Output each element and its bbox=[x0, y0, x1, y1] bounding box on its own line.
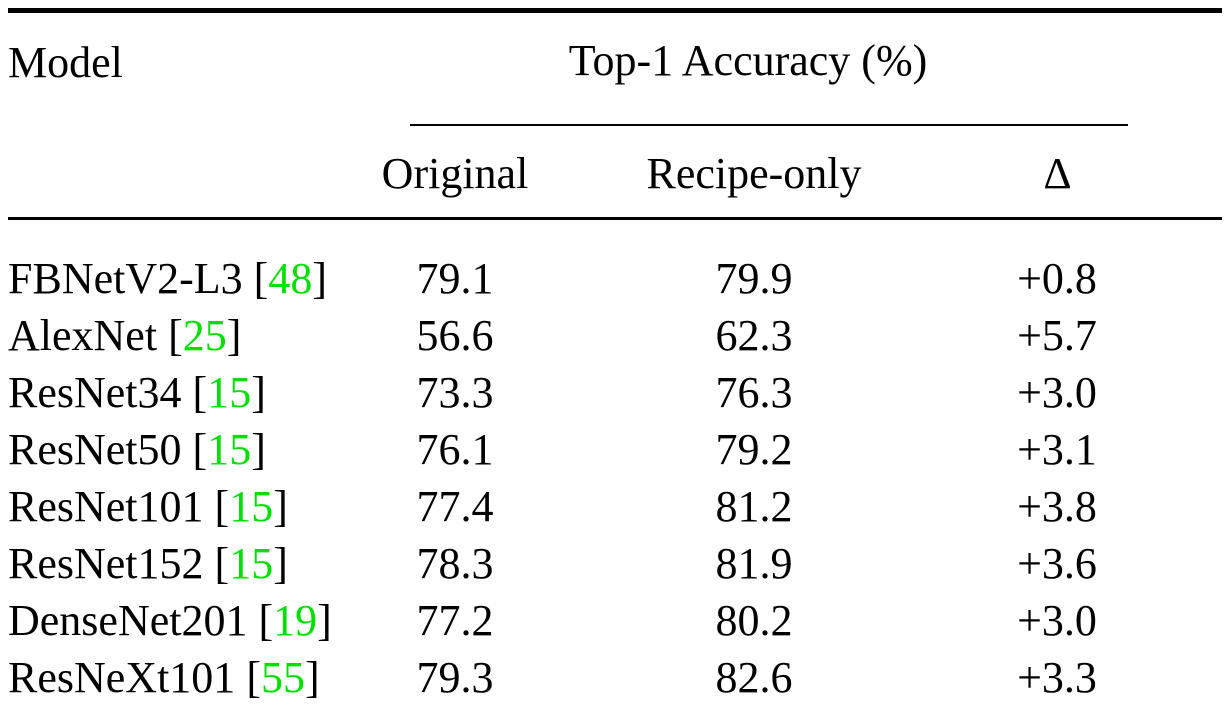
citation-bracket-open: [ bbox=[242, 253, 269, 303]
citation-link[interactable]: 25 bbox=[182, 310, 227, 360]
citation-bracket-close: ] bbox=[251, 367, 266, 417]
model-name: AlexNet bbox=[8, 310, 158, 360]
delta-cell: +3.0 bbox=[1017, 595, 1097, 645]
original-accuracy-cell: 78.3 bbox=[416, 538, 494, 588]
citation-link[interactable]: 15 bbox=[207, 424, 252, 474]
original-accuracy-cell: 77.2 bbox=[416, 595, 494, 645]
model-name-cell: ResNeXt101 [55] bbox=[8, 649, 360, 716]
column-group-header-top1-accuracy: Top-1 Accuracy (%) bbox=[360, 11, 1222, 126]
delta-cell: +0.8 bbox=[1017, 253, 1097, 303]
column-header-model: Model bbox=[8, 10, 360, 220]
citation-link[interactable]: 15 bbox=[229, 538, 274, 588]
citation-bracket-open: [ bbox=[181, 367, 208, 417]
delta-cell: +3.6 bbox=[1017, 538, 1097, 588]
table-row-resnet50: ResNet50 [15] 76.1 79.2 +3.1 bbox=[8, 421, 1222, 478]
table-row-resnet152: ResNet152 [15] 78.3 81.9 +3.6 bbox=[8, 535, 1222, 592]
results-table: Model Top-1 Accuracy (%) Original Recipe… bbox=[8, 8, 1222, 716]
citation-bracket-close: ] bbox=[304, 652, 320, 702]
table-row-fbnetv2-l3: FBNetV2-L3 [48] 79.1 79.9 +0.8 bbox=[8, 219, 1222, 308]
column-header-recipe-only: Recipe-only bbox=[550, 126, 958, 220]
citation-bracket-open: [ bbox=[157, 310, 183, 360]
recipe-only-accuracy-cell: 76.3 bbox=[715, 367, 793, 417]
group-header-rule bbox=[410, 124, 1128, 126]
delta-cell: +3.1 bbox=[1017, 424, 1097, 474]
delta-cell: +3.3 bbox=[1017, 652, 1097, 702]
citation-link[interactable]: 15 bbox=[207, 367, 252, 417]
original-accuracy-cell: 79.3 bbox=[416, 652, 494, 702]
original-accuracy-cell: 76.1 bbox=[416, 424, 494, 474]
original-accuracy-cell: 56.6 bbox=[416, 310, 494, 360]
table-row-densenet201: DenseNet201 [19] 77.2 80.2 +3.0 bbox=[8, 592, 1222, 649]
citation-bracket-open: [ bbox=[235, 652, 261, 702]
recipe-only-accuracy-cell: 79.9 bbox=[715, 253, 793, 303]
model-name: FBNetV2-L3 bbox=[8, 253, 243, 303]
citation-link[interactable]: 55 bbox=[260, 652, 305, 702]
original-accuracy-cell: 77.4 bbox=[416, 481, 494, 531]
model-name-cell: ResNet34 [15] bbox=[8, 364, 360, 421]
model-name: ResNeXt101 bbox=[8, 652, 236, 702]
model-name: ResNet101 bbox=[8, 481, 204, 531]
citation-link[interactable]: 15 bbox=[229, 481, 274, 531]
model-name: ResNet34 bbox=[8, 367, 182, 417]
citation-bracket-close: ] bbox=[312, 253, 327, 303]
recipe-only-accuracy-cell: 81.2 bbox=[715, 481, 793, 531]
citation-bracket-close: ] bbox=[273, 538, 288, 588]
model-name-cell: FBNetV2-L3 [48] bbox=[8, 219, 360, 308]
recipe-only-accuracy-cell: 79.2 bbox=[715, 424, 793, 474]
recipe-only-accuracy-cell: 80.2 bbox=[715, 595, 793, 645]
table-row-alexnet: AlexNet [25] 56.6 62.3 +5.7 bbox=[8, 307, 1222, 364]
table-row-resnext101: ResNeXt101 [55] 79.3 82.6 +3.3 bbox=[8, 649, 1222, 716]
original-accuracy-cell: 73.3 bbox=[416, 367, 494, 417]
table-row-resnet34: ResNet34 [15] 73.3 76.3 +3.0 bbox=[8, 364, 1222, 421]
group-header-label: Top-1 Accuracy (%) bbox=[568, 36, 928, 85]
recipe-only-accuracy-cell: 82.6 bbox=[715, 652, 793, 702]
model-name: ResNet50 bbox=[8, 424, 182, 474]
citation-bracket-open: [ bbox=[181, 424, 208, 474]
citation-bracket-close: ] bbox=[273, 481, 288, 531]
header-row-sub: Original Recipe-only Δ bbox=[8, 126, 1222, 220]
model-name: ResNet152 bbox=[8, 538, 204, 588]
citation-link[interactable]: 19 bbox=[273, 595, 318, 645]
citation-bracket-open: [ bbox=[203, 538, 230, 588]
model-name-cell: ResNet101 [15] bbox=[8, 478, 360, 535]
delta-cell: +5.7 bbox=[1017, 310, 1097, 360]
delta-cell: +3.8 bbox=[1017, 481, 1097, 531]
citation-bracket-open: [ bbox=[203, 481, 230, 531]
table-row-resnet101: ResNet101 [15] 77.4 81.2 +3.8 bbox=[8, 478, 1222, 535]
model-name-cell: ResNet50 [15] bbox=[8, 421, 360, 478]
recipe-only-accuracy-cell: 62.3 bbox=[715, 310, 793, 360]
original-accuracy-cell: 79.1 bbox=[416, 253, 494, 303]
citation-bracket-close: ] bbox=[251, 424, 266, 474]
header-row-group: Model Top-1 Accuracy (%) bbox=[8, 10, 1222, 220]
citation-bracket-close: ] bbox=[226, 310, 242, 360]
model-name-cell: ResNet152 [15] bbox=[8, 535, 360, 592]
column-header-delta: Δ bbox=[958, 126, 1222, 220]
citation-link[interactable]: 48 bbox=[268, 253, 313, 303]
column-header-original: Original bbox=[360, 126, 550, 220]
model-name: DenseNet201 bbox=[8, 595, 248, 645]
citation-bracket-close: ] bbox=[317, 595, 332, 645]
delta-cell: +3.0 bbox=[1017, 367, 1097, 417]
citation-bracket-open: [ bbox=[247, 595, 274, 645]
model-name-cell: AlexNet [25] bbox=[8, 307, 360, 364]
model-name-cell: DenseNet201 [19] bbox=[8, 592, 360, 649]
recipe-only-accuracy-cell: 81.9 bbox=[715, 538, 793, 588]
